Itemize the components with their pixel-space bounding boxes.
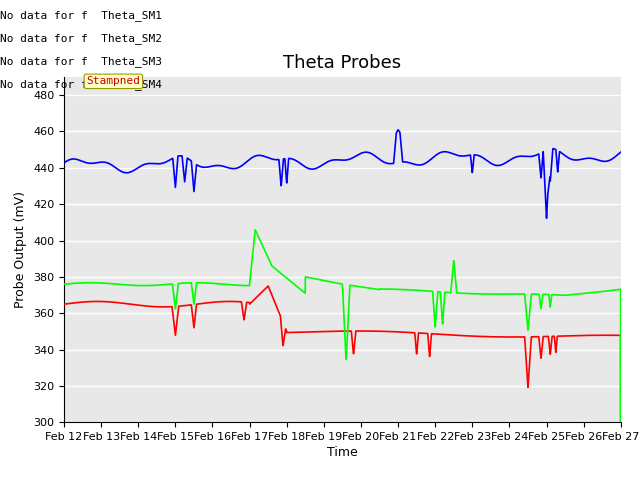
Title: Theta Probes: Theta Probes (284, 54, 401, 72)
Y-axis label: Probe Output (mV): Probe Output (mV) (15, 191, 28, 308)
Text: No data for f  Theta_SM2: No data for f Theta_SM2 (0, 33, 162, 44)
X-axis label: Time: Time (327, 446, 358, 459)
Text: No data for f  Theta_SM4: No data for f Theta_SM4 (0, 79, 162, 90)
Text: No data for f  Theta_SM3: No data for f Theta_SM3 (0, 56, 162, 67)
Text: Stampned: Stampned (86, 76, 140, 86)
Text: No data for f  Theta_SM1: No data for f Theta_SM1 (0, 10, 162, 21)
